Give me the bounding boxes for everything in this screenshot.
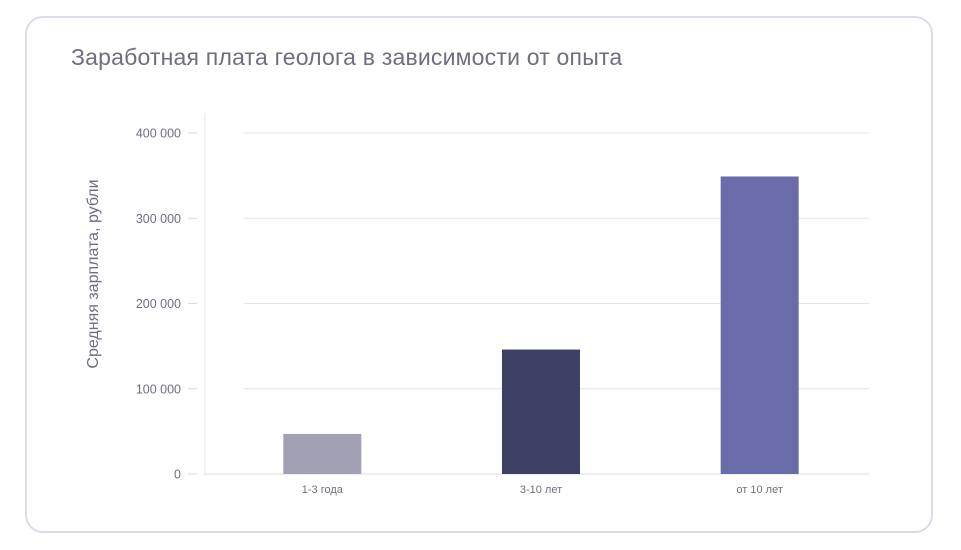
y-tick-label: 200 000	[136, 297, 181, 311]
y-axis-title: Средняя зарплата, рубли	[85, 179, 102, 368]
x-tick-label: от 10 лет	[736, 484, 782, 496]
y-tick-label: 0	[174, 468, 181, 482]
chart-title: Заработная плата геолога в зависимости о…	[71, 44, 623, 70]
bar-2	[502, 349, 580, 474]
bars	[283, 176, 799, 475]
x-tick-label: 3-10 лет	[520, 484, 562, 496]
y-tick-label: 100 000	[136, 382, 181, 396]
bar-3	[720, 176, 799, 475]
y-tick-labels: 0 100 000 200 000 300 000 400 000	[136, 127, 197, 482]
bar-1	[283, 433, 362, 474]
y-tick-label: 400 000	[136, 127, 181, 141]
y-tick-label: 300 000	[136, 212, 181, 226]
x-tick-label: 1-3 года	[302, 484, 344, 496]
x-tick-labels: 1-3 года 3-10 лет от 10 лет	[302, 484, 783, 496]
